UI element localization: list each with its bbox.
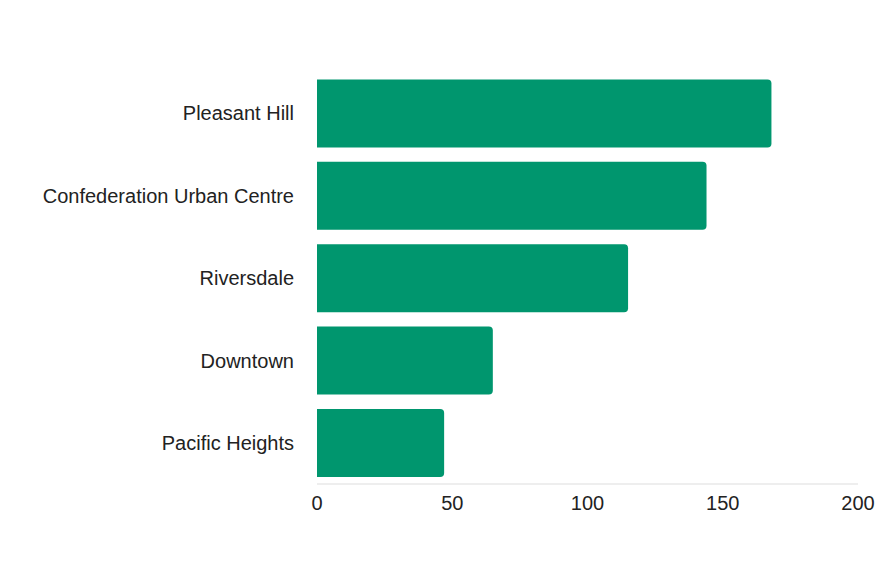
svg-text:Pacific Heights: Pacific Heights [162, 432, 294, 454]
svg-text:Confederation Urban Centre: Confederation Urban Centre [43, 185, 294, 207]
svg-text:50: 50 [441, 492, 463, 514]
svg-text:Pleasant Hill: Pleasant Hill [183, 102, 294, 124]
svg-text:100: 100 [571, 492, 604, 514]
svg-text:0: 0 [311, 492, 322, 514]
svg-text:Downtown: Downtown [201, 350, 294, 372]
svg-text:Riversdale: Riversdale [200, 267, 294, 289]
svg-text:200: 200 [841, 492, 874, 514]
svg-text:150: 150 [706, 492, 739, 514]
